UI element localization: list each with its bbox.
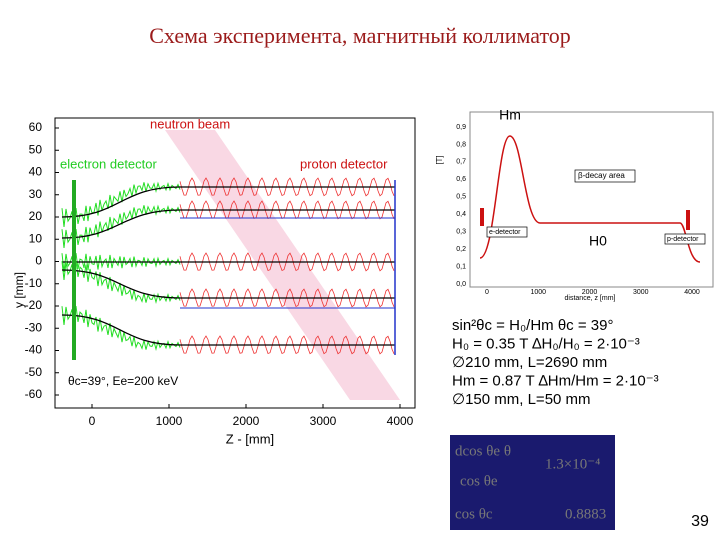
y-tick-label: 0,2 — [456, 246, 466, 253]
y-tick-label: -30 — [25, 320, 43, 334]
x-axis-label: Z - [mm] — [226, 431, 274, 446]
label: θc=39°, Ee=200 keV — [68, 374, 178, 388]
y-tick-label: -10 — [25, 276, 43, 290]
formula: ∅210 mm, L=2690 mm — [452, 354, 607, 371]
electron-spiral — [61, 204, 181, 248]
y-tick-label: -40 — [25, 343, 43, 357]
y-tick-label: 0,9 — [456, 124, 466, 131]
label: p-detector — [667, 236, 699, 243]
page-number: 39 — [691, 513, 709, 530]
label: H0 — [589, 233, 607, 249]
formulas: sin²θc = H₀/Hm θc = 39°H₀ = 0.35 T ∆H₀/H… — [452, 317, 659, 408]
right-plot-frame — [469, 111, 714, 288]
proton-spiral — [179, 200, 395, 220]
label-box — [486, 226, 528, 238]
y-tick-label: 50 — [29, 142, 43, 156]
x-tick-label: 2000 — [582, 289, 598, 296]
y-tick-label: 0,4 — [456, 211, 466, 218]
y-tick-label: 0,1 — [456, 263, 466, 270]
formula-box — [450, 435, 615, 530]
y-axis-label: y [mm] — [12, 272, 26, 308]
formula: 1.3×10⁻⁴ — [545, 456, 600, 472]
y-tick-label: -50 — [25, 365, 43, 379]
y-tick-label: 0,7 — [456, 159, 466, 166]
label: neutron beam — [150, 116, 230, 131]
y-tick-label: 0,8 — [456, 141, 466, 148]
trajectory — [61, 209, 395, 239]
trajectory — [61, 314, 395, 346]
label-box — [664, 233, 706, 245]
x-tick-label: 1000 — [530, 289, 546, 296]
proton-spiral — [179, 177, 395, 197]
y-tick-label: 20 — [29, 209, 43, 223]
y-tick-label: -60 — [25, 387, 43, 401]
label: e-detector — [489, 229, 521, 236]
label: electron detector — [60, 156, 158, 171]
x-tick-label: 1000 — [156, 414, 183, 428]
detector — [72, 180, 76, 360]
y-tick-label: 0,3 — [456, 229, 466, 236]
label-box — [574, 169, 636, 183]
formula: cos θe — [460, 473, 498, 489]
x-tick-label: 0 — [485, 289, 489, 296]
y-axis-label: [T] — [435, 155, 444, 164]
y-tick-label: 40 — [29, 165, 43, 179]
left-plot: 60 50 40 30 20 10 0 -10 -20 -30 -40 -50 -60 0 1000 2000… — [25, 120, 414, 428]
x-tick-label: 4000 — [684, 289, 700, 296]
x-axis-label: distance, z [mm] — [565, 295, 616, 302]
proton-spiral — [179, 288, 395, 308]
formula: 0.8883 — [565, 506, 606, 522]
formula: sin²θc = H₀/Hm θc = 39° — [452, 317, 613, 334]
y-tick-label: 30 — [29, 187, 43, 201]
x-tick-label: 3000 — [633, 289, 649, 296]
electron-spiral — [61, 305, 181, 352]
y-tick-label: 10 — [29, 231, 43, 245]
proton-spiral — [179, 252, 395, 272]
proton-spiral — [179, 335, 395, 355]
field-curve — [479, 135, 701, 263]
electron-spiral — [61, 181, 181, 227]
detector — [686, 210, 690, 230]
trajectory — [61, 269, 395, 299]
electron-spiral — [61, 260, 181, 305]
y-tick-label: 60 — [29, 120, 43, 134]
x-tick-label: 4000 — [387, 414, 414, 428]
formula: H₀ = 0.35 T ∆H₀/H₀ = 2·10⁻³ — [452, 335, 640, 352]
y-tick-label: 0 — [35, 254, 42, 268]
formula: cos θc — [455, 506, 493, 522]
y-tick-label: 0,5 — [456, 194, 466, 201]
slide-title: Схема эксперимента, магнитный коллиматор — [149, 23, 571, 48]
formula: Hm = 0.87 T ∆Hm/Hm = 2·10⁻³ — [452, 372, 659, 389]
y-tick-label: 0,6 — [456, 176, 466, 183]
y-tick-label: -20 — [25, 298, 43, 312]
detector — [480, 208, 484, 226]
x-tick-label: 0 — [89, 414, 96, 428]
label: β-decay area — [578, 171, 625, 180]
y-tick-label: 0,0 — [456, 281, 466, 288]
trajectory — [61, 186, 395, 218]
neutron-beam — [165, 130, 400, 400]
formula: dcos θe θ — [455, 443, 511, 459]
label: Hm — [499, 107, 521, 123]
x-tick-label: 3000 — [310, 414, 337, 428]
x-tick-label: 2000 — [233, 414, 260, 428]
right-plot: 0,9 0,8 0,7 0,6 0,5 0,4 0,3 0,2 0,1 0,0 0 1000 2000 3… — [456, 124, 700, 296]
label: proton detector — [300, 156, 388, 171]
formula: ∅150 mm, L=50 mm — [452, 391, 591, 408]
